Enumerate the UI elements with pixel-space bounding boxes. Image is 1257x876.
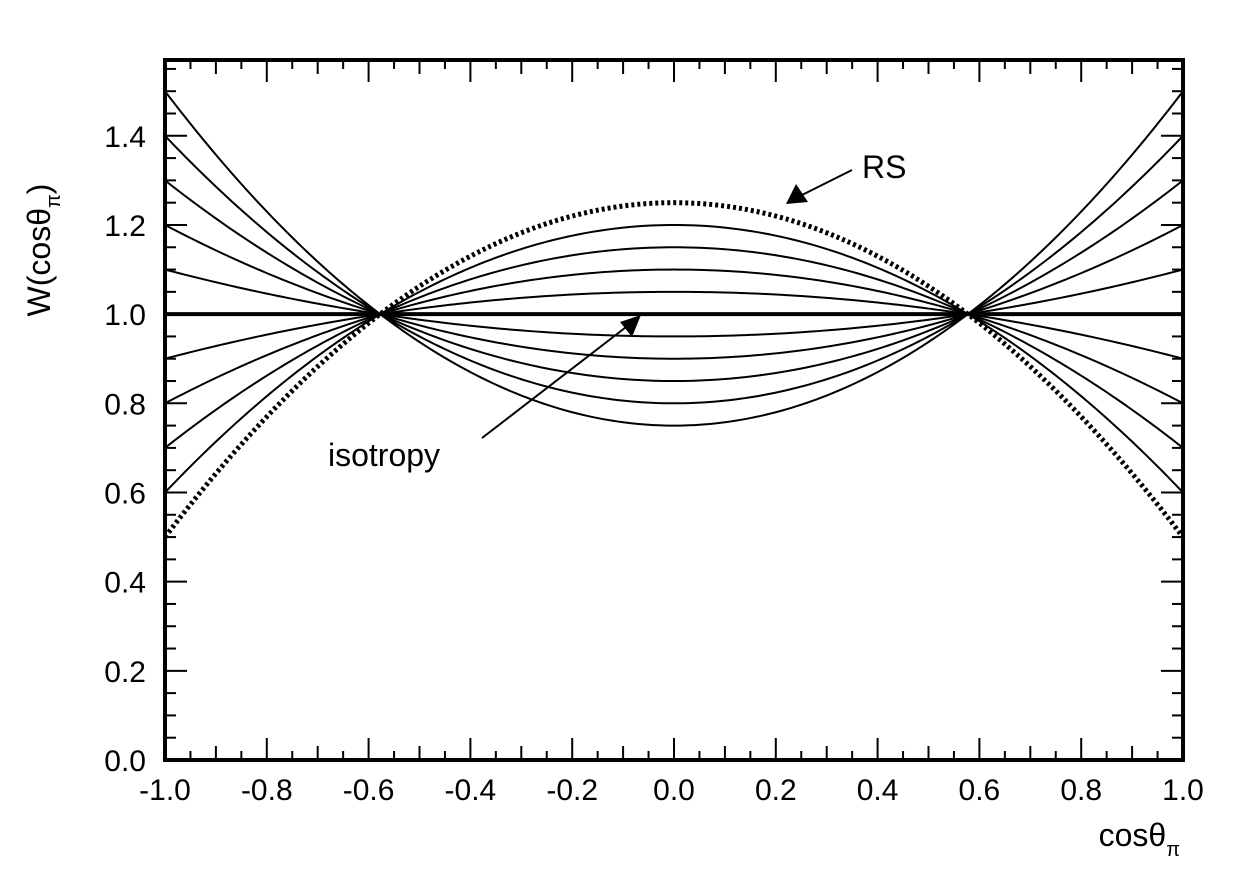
y-tick-label: 0.4: [104, 567, 146, 600]
ticks: [164, 60, 1184, 761]
series-line-a-04: [164, 223, 1184, 494]
series-line-a04: [164, 135, 1184, 405]
plot-frame: [163, 58, 1185, 762]
rs-arrow: [799, 169, 853, 197]
y-axis-label: W(cosθπ): [21, 184, 65, 317]
x-tick-label: -0.4: [445, 774, 497, 807]
x-tick-label: 0.2: [755, 774, 797, 807]
y-tick-label: 0.0: [104, 745, 146, 778]
x-tick-label: -0.2: [546, 774, 598, 807]
series-line-a-01: [164, 290, 1184, 360]
y-tick-label: 1.2: [104, 210, 146, 243]
x-tick-label: 0.4: [857, 774, 899, 807]
x-tick-label: 0.8: [1060, 774, 1102, 807]
series-line-a02: [164, 224, 1184, 360]
y-tick-label: 1.4: [104, 121, 146, 154]
x-axis-label: cosθπ: [1099, 817, 1180, 861]
y-tick-label: 0.6: [104, 477, 146, 510]
x-tick-label: 0.6: [959, 774, 1001, 807]
isotropy-annotation: isotropy: [328, 315, 641, 473]
rs-arrowhead: [786, 184, 808, 204]
isotropy-label: isotropy: [328, 437, 440, 473]
y-tick-label: 0.8: [104, 388, 146, 421]
x-tick-label: 0.0: [653, 774, 695, 807]
x-tick-label: -0.6: [343, 774, 395, 807]
series-line-RS: [163, 200, 1185, 539]
rs-label: RS: [862, 149, 906, 185]
series-line-a03: [164, 179, 1184, 383]
y-tick-label: 1.0: [104, 299, 146, 332]
series-line-a01: [164, 268, 1184, 338]
series-line-a-03: [164, 246, 1184, 449]
isotropy-arrow: [481, 323, 631, 439]
x-tick-label: 1.0: [1162, 774, 1204, 807]
curves: [163, 90, 1185, 539]
series-line-a-02: [164, 268, 1184, 405]
rs-annotation: RS: [786, 149, 906, 204]
series-line-a05: [164, 90, 1184, 427]
tick-labels: -1.0 -0.8 -0.6 -0.4 -0.2 0.0 0.2 0.4 0.6 0.8 1.0 0.…: [104, 121, 1204, 807]
y-tick-label: 0.2: [104, 656, 146, 689]
x-tick-label: -1.0: [139, 774, 191, 807]
x-tick-label: -0.8: [241, 774, 293, 807]
isotropy-arrowhead: [620, 315, 641, 337]
